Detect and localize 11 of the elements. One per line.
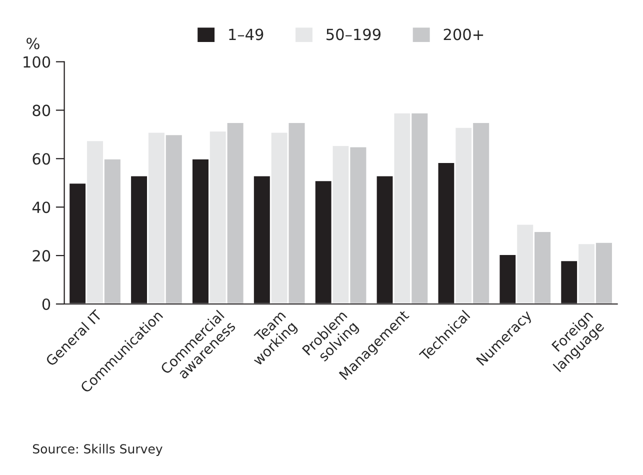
y-tick-label: 20	[32, 250, 50, 262]
legend-label: 200+	[444, 28, 484, 40]
y-tick-label: 80	[32, 104, 50, 116]
y-tick-label: 0	[42, 298, 50, 310]
y-axis-title: %	[26, 38, 40, 50]
y-tick-label: 40	[32, 202, 50, 214]
y-tick-label: 100	[24, 56, 50, 68]
legend-label: 1–49	[229, 28, 264, 40]
y-tick-label: 60	[32, 153, 50, 165]
source-note: Source: Skills Survey	[32, 444, 162, 456]
legend-label: 50–199	[326, 28, 381, 40]
